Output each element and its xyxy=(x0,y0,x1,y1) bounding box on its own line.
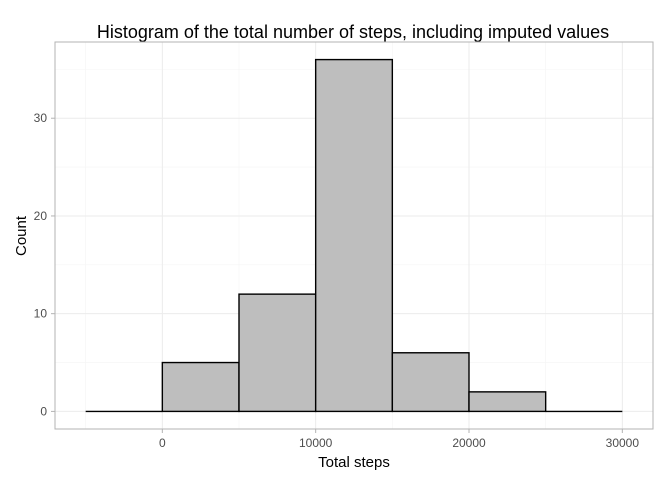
histogram-bar xyxy=(391,352,470,413)
panel-border xyxy=(54,41,654,430)
y-tick-label: 30 xyxy=(34,111,48,125)
histogram-bar xyxy=(161,361,240,413)
histogram-bar xyxy=(468,391,547,413)
histogram-bars xyxy=(85,58,623,413)
x-axis-ticks: 0 10000 20000 30000 xyxy=(159,429,639,450)
y-tick-label: 10 xyxy=(34,307,48,321)
y-tick-label: 20 xyxy=(34,209,48,223)
chart-title: Histogram of the total number of steps, … xyxy=(97,22,609,42)
x-tick-label: 30000 xyxy=(606,436,640,450)
x-tick-label: 10000 xyxy=(299,436,333,450)
histogram-bar xyxy=(314,58,394,413)
x-tick-label: 0 xyxy=(159,436,166,450)
y-axis-ticks: 0 10 20 30 xyxy=(34,111,55,418)
x-axis-title: Total steps xyxy=(318,454,390,471)
y-axis-title: Count xyxy=(13,215,30,256)
histogram-bar xyxy=(238,293,317,413)
y-tick-label: 0 xyxy=(40,404,47,418)
x-tick-label: 20000 xyxy=(452,436,486,450)
